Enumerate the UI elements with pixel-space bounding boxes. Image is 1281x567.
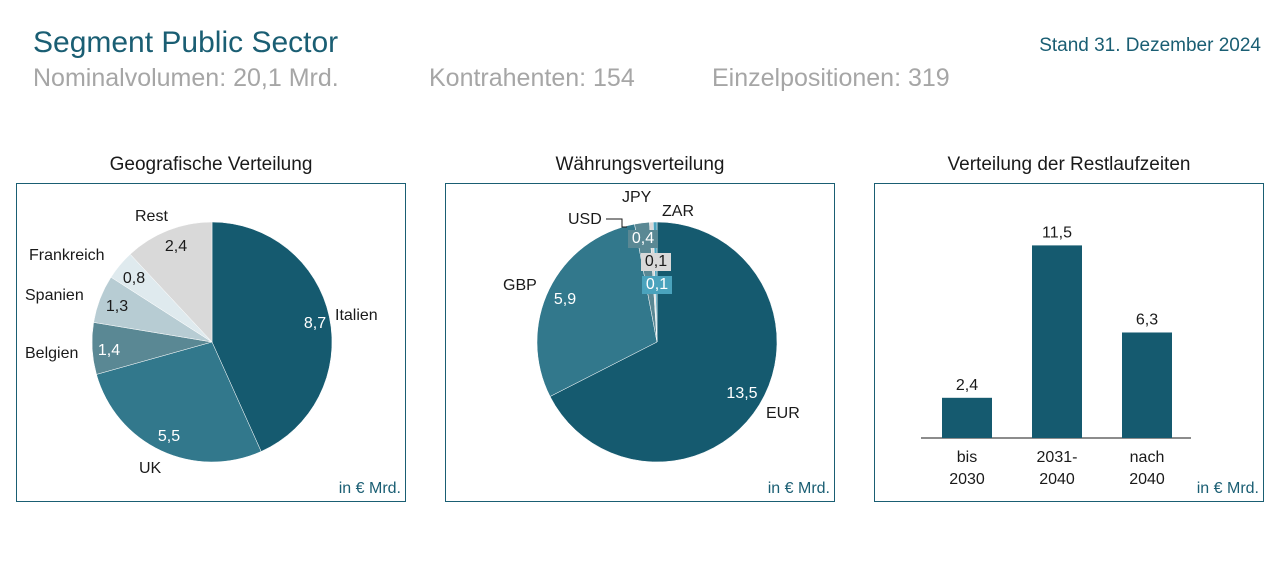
pie-slice-uk	[96, 341, 262, 463]
geo-chart-title: Geografische Verteilung	[109, 154, 313, 175]
category-label-rest: Rest	[135, 208, 168, 225]
fx-chart-title: Währungsverteilung	[555, 154, 725, 175]
category-label-uk: UK	[139, 460, 162, 477]
maturity-bar-chart: 2,4 bis 2030 11,5 2031- 2040 6,3 nach 2040	[921, 224, 1191, 488]
usd-leader-line	[606, 218, 627, 228]
bar-2	[1032, 245, 1082, 438]
bar-value-label-1: 2,4	[956, 377, 978, 394]
value-label-gbp: 5,9	[554, 291, 576, 308]
value-label-box-zar	[642, 276, 672, 294]
category-label-usd: USD	[568, 211, 602, 228]
value-label-zar: 0,1	[646, 276, 668, 293]
category-label-jpy: JPY	[622, 189, 652, 206]
value-label-jpy: 0,1	[645, 253, 667, 270]
value-label-frankreich: 0,8	[123, 270, 145, 287]
geo-unit-label: in € Mrd.	[338, 480, 401, 497]
category-label-frankreich: Frankreich	[29, 247, 105, 264]
pie-slice-gbp	[536, 223, 658, 397]
category-tick-label-3-2: 2040	[1129, 471, 1165, 488]
category-label-eur: EUR	[766, 405, 800, 422]
category-tick-label-1-1: bis	[957, 449, 977, 466]
fx-chart-panel: 13,5 EUR 5,9 GBP 0,4 USD 0,1 JPY 0,1 ZAR in € Mrd…	[445, 183, 835, 502]
maturity-chart-title: Verteilung der Restlaufzeiten	[947, 154, 1191, 175]
value-label-rest: 2,4	[165, 238, 187, 255]
maturity-chart-panel: 2,4 bis 2030 11,5 2031- 2040 6,3 nach 2040 in € …	[874, 183, 1264, 502]
bar-3	[1122, 332, 1172, 438]
value-label-italien: 8,7	[304, 315, 326, 332]
category-tick-label-1-2: 2030	[949, 471, 985, 488]
value-label-box-usd	[628, 230, 658, 248]
category-label-italien: Italien	[335, 307, 378, 324]
category-label-spanien: Spanien	[25, 287, 84, 304]
value-label-box-jpy	[641, 253, 671, 271]
category-tick-label-2-1: 2031-	[1037, 449, 1078, 466]
pie-slice-eur	[549, 221, 778, 463]
stat-counterparties: Kontrahenten: 154	[429, 64, 635, 92]
pie-slice-italien	[211, 221, 333, 452]
bar-value-label-3: 6,3	[1136, 311, 1158, 328]
bar-1	[942, 397, 992, 438]
value-label-uk: 5,5	[158, 428, 180, 445]
category-label-gbp: GBP	[503, 277, 537, 294]
category-tick-label-2-2: 2040	[1039, 471, 1075, 488]
report-date: Stand 31. Dezember 2024	[1039, 35, 1261, 56]
geo-pie-chart: 8,7 Italien 5,5 UK 1,4 Belgien 1,3 Spanien 0,8 Fr…	[25, 208, 378, 477]
value-label-spanien: 1,3	[106, 298, 128, 315]
category-tick-label-3-1: nach	[1130, 449, 1165, 466]
bar-value-label-2: 11,5	[1042, 224, 1072, 241]
stat-positions: Einzelpositionen: 319	[712, 64, 950, 92]
maturity-unit-label: in € Mrd.	[1196, 480, 1259, 497]
category-label-zar: ZAR	[662, 203, 694, 220]
category-label-belgien: Belgien	[25, 345, 78, 362]
page-title: Segment Public Sector	[33, 26, 339, 59]
value-label-eur: 13,5	[726, 385, 757, 402]
value-label-usd: 0,4	[632, 230, 654, 247]
geo-chart-panel: 8,7 Italien 5,5 UK 1,4 Belgien 1,3 Spanien 0,8 Fr…	[16, 183, 406, 502]
fx-pie-chart: 13,5 EUR 5,9 GBP 0,4 USD 0,1 JPY 0,1 ZAR	[503, 189, 800, 463]
fx-unit-label: in € Mrd.	[767, 480, 830, 497]
pie-slice-rest	[129, 221, 213, 343]
stat-nominal-volume: Nominalvolumen: 20,1 Mrd.	[33, 64, 339, 92]
value-label-belgien: 1,4	[98, 342, 120, 359]
